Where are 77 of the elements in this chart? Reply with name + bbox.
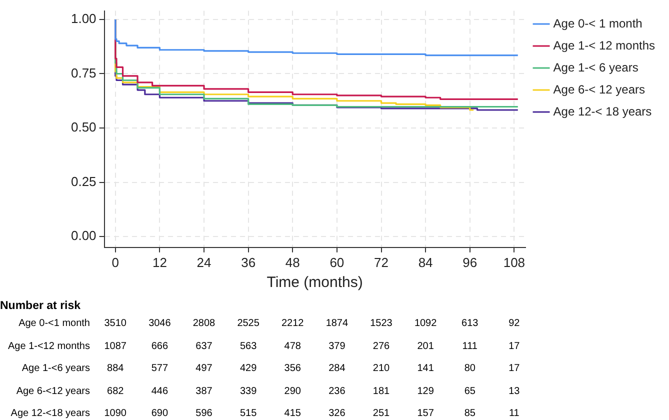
text: 415 xyxy=(284,408,301,419)
text: 2212 xyxy=(282,318,304,329)
text: 884 xyxy=(107,363,124,374)
y-tick-label: 0.75 xyxy=(70,65,96,80)
x-tick-label: 24 xyxy=(196,254,212,270)
legend-label: Age 1-< 6 years xyxy=(553,60,638,74)
text: 92 xyxy=(508,318,520,329)
x-tick-label: 60 xyxy=(330,254,344,270)
x-tick-label: 36 xyxy=(241,254,256,270)
text: 17 xyxy=(508,340,520,352)
x-tick-label: 48 xyxy=(285,254,300,270)
text: 596 xyxy=(196,408,212,419)
text: 339 xyxy=(240,386,257,396)
text: 497 xyxy=(196,363,212,374)
text: 1090 xyxy=(104,408,126,419)
text: 1874 xyxy=(326,318,348,329)
text: 515 xyxy=(240,408,257,419)
text: 682 xyxy=(107,386,124,396)
text: 65 xyxy=(464,386,476,396)
text: 577 xyxy=(151,363,168,374)
x-tick-label: 0 xyxy=(112,254,119,270)
y-tick-label: 1.00 xyxy=(70,11,96,26)
legend-label: Age 0-< 1 month xyxy=(553,16,642,30)
text: 326 xyxy=(328,408,346,419)
text: 11 xyxy=(508,408,520,419)
x-tick-label: 96 xyxy=(462,254,478,270)
text: 201 xyxy=(417,340,434,352)
y-tick-label: 0.25 xyxy=(70,174,96,189)
text: 284 xyxy=(328,363,346,374)
text: 2808 xyxy=(192,318,216,329)
text: 17 xyxy=(508,363,520,374)
text: 181 xyxy=(372,386,390,396)
text: Age 6-<12 years xyxy=(16,386,90,396)
legend-label: Age 1-< 12 months xyxy=(553,38,656,52)
x-tick-label: 72 xyxy=(374,254,388,270)
text: 613 xyxy=(462,318,478,329)
text: 387 xyxy=(196,386,212,396)
text: 141 xyxy=(417,363,434,374)
text: 3046 xyxy=(148,318,171,329)
text: 563 xyxy=(240,340,257,352)
text: 251 xyxy=(372,408,390,419)
text: 1087 xyxy=(104,340,126,352)
legend-label: Age 12-< 18 years xyxy=(553,104,652,118)
text: 80 xyxy=(464,363,476,374)
text: 129 xyxy=(417,386,434,396)
text: 356 xyxy=(284,363,301,374)
text: 290 xyxy=(284,386,301,396)
text: 666 xyxy=(151,340,168,352)
x-axis-title: Time (months) xyxy=(266,274,363,292)
text: 210 xyxy=(372,363,390,374)
x-tick-label: 12 xyxy=(152,254,167,270)
text: 1523 xyxy=(370,318,392,329)
x-tick-label: 84 xyxy=(418,254,433,270)
text: 429 xyxy=(240,363,257,374)
x-tick-label: 108 xyxy=(503,254,526,270)
y-tick-label: 0.00 xyxy=(70,228,96,244)
text: 446 xyxy=(151,386,168,396)
text: 236 xyxy=(328,386,346,396)
text: 478 xyxy=(284,340,301,352)
legend-label: Age 6-< 12 years xyxy=(553,82,646,96)
y-tick-label: 0.50 xyxy=(70,120,96,135)
text: 2525 xyxy=(237,318,260,329)
text: 157 xyxy=(417,408,434,419)
text: 637 xyxy=(196,340,212,352)
text: Age 0-<1 month xyxy=(18,318,90,329)
text: 276 xyxy=(372,340,390,352)
text: Age 1-<12 months xyxy=(8,340,90,352)
text: 3510 xyxy=(104,318,126,329)
text: 379 xyxy=(328,340,346,352)
text: Age 1-<6 years xyxy=(22,363,90,374)
text: Age 12-<18 years xyxy=(10,408,90,419)
text: 690 xyxy=(151,408,168,419)
text: 13 xyxy=(508,386,520,396)
text: 111 xyxy=(462,340,478,352)
text: 85 xyxy=(464,408,476,419)
text: Number at risk xyxy=(0,300,81,312)
text: 1092 xyxy=(414,318,437,329)
